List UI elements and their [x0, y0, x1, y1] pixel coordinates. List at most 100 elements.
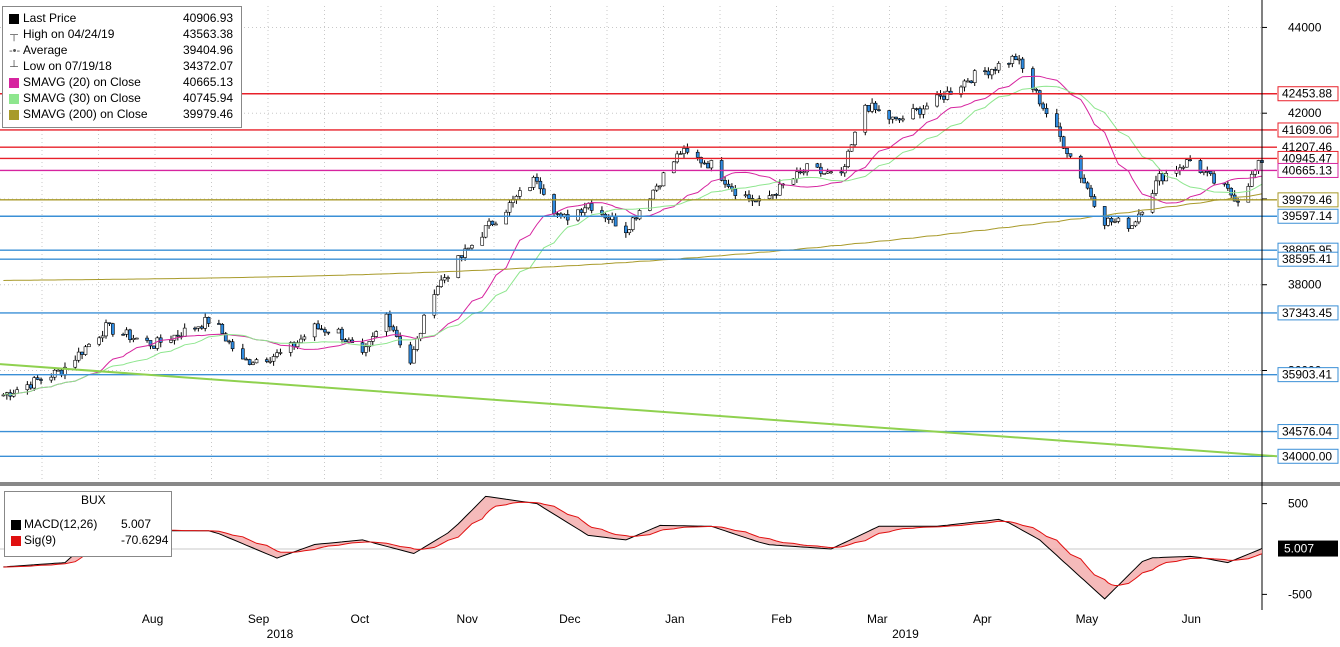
level-label-box — [1277, 122, 1339, 138]
candle-body — [343, 339, 348, 343]
candle-body — [531, 176, 536, 188]
candle-body — [938, 94, 943, 97]
y-tick-label: 38000 — [1288, 278, 1322, 292]
candle-body — [1133, 221, 1138, 227]
candle-body — [394, 329, 399, 337]
candle-body — [702, 162, 707, 165]
candle-body — [483, 225, 488, 238]
candle-body — [217, 323, 221, 325]
candle-body — [275, 352, 279, 357]
legend-row-low: ┴ Low on 07/19/18 34372.07 — [10, 59, 234, 73]
candle-body — [391, 326, 396, 331]
candle-body — [203, 317, 208, 329]
candle-body — [490, 220, 495, 226]
candle-body — [172, 334, 177, 341]
candle-body — [1198, 160, 1203, 173]
candle-body — [1202, 170, 1206, 173]
level-label-box — [1277, 424, 1339, 440]
candle-body — [723, 180, 727, 185]
candle-body — [801, 171, 806, 174]
x-month-label: Apr — [973, 612, 992, 626]
candle-body — [35, 377, 40, 380]
high-marker-icon: ┬ — [10, 29, 18, 41]
low-marker-icon: ┴ — [10, 61, 18, 73]
x-year-label: 2018 — [267, 627, 294, 641]
candle-body — [384, 313, 389, 332]
candle-body — [104, 322, 108, 337]
candle-body — [459, 255, 464, 258]
candle-body — [767, 195, 772, 200]
candle-body — [627, 229, 632, 234]
candle-body — [1212, 173, 1216, 184]
candle-body — [606, 217, 611, 220]
candle-body — [706, 163, 710, 169]
candle-body — [364, 346, 368, 353]
level-label-box — [1277, 162, 1339, 178]
level-label-box — [1277, 251, 1339, 267]
candle-body — [1249, 173, 1254, 187]
red-square-icon — [11, 535, 21, 546]
candle-body — [196, 326, 201, 329]
candle-body — [1229, 187, 1234, 196]
candle-body — [312, 323, 317, 338]
legend-row-smavg-200: SMAVG (200) on Close 39979.46 — [9, 107, 233, 122]
legend-row-high: ┬ High on 04/24/19 43563.38 — [10, 27, 234, 41]
candle-body — [849, 144, 854, 152]
sma-30-line — [3, 85, 1263, 396]
x-month-label: Feb — [771, 612, 792, 626]
candle-body — [651, 189, 656, 200]
candle-body — [466, 247, 471, 250]
level-label-box — [1277, 305, 1339, 321]
candle-body — [1020, 58, 1025, 69]
candle-body — [661, 172, 666, 187]
candle-body — [487, 220, 491, 227]
candle-body — [111, 323, 115, 335]
black-square-icon — [11, 519, 21, 530]
x-month-label: Nov — [457, 612, 478, 626]
legend-row-smavg-20: SMAVG (20) on Close 40665.13 — [9, 75, 233, 90]
candle-body — [241, 348, 245, 360]
y-tick-label: 44000 — [1288, 20, 1322, 34]
candle-body — [435, 286, 440, 295]
candle-body — [83, 346, 88, 355]
candle-body — [514, 196, 519, 200]
candle-body — [897, 118, 902, 121]
candle-body — [25, 384, 30, 391]
candle-body — [986, 70, 991, 76]
candle-body — [1037, 90, 1042, 105]
sma-200-line — [3, 193, 1263, 281]
candle-body — [480, 236, 485, 246]
candle-body — [1157, 173, 1162, 182]
candle-body — [52, 369, 57, 378]
level-label: 37343.45 — [1282, 306, 1332, 320]
candle-body — [774, 194, 779, 196]
candle-body — [182, 327, 187, 337]
candle-body — [1236, 200, 1240, 203]
candle-body — [552, 194, 556, 214]
candle-body — [76, 351, 81, 361]
candle-body — [918, 108, 922, 115]
candle-body — [1068, 153, 1073, 157]
level-label: 34000.00 — [1282, 449, 1332, 463]
x-year-label: 2019 — [892, 627, 919, 641]
candle-body — [743, 194, 748, 197]
level-label-box — [1277, 86, 1339, 102]
candle-body — [97, 337, 101, 345]
candle-body — [247, 359, 252, 365]
candle-body — [456, 255, 461, 278]
candle-body — [733, 188, 738, 196]
candle-body — [56, 369, 60, 372]
candle-body — [73, 359, 78, 368]
candle-body — [316, 323, 320, 330]
candle-body — [302, 336, 307, 340]
candle-body — [671, 161, 676, 174]
candle-body — [634, 217, 638, 220]
candle-body — [682, 148, 686, 154]
candle-body — [966, 80, 970, 83]
candle-body — [1116, 217, 1121, 222]
candle-body — [169, 339, 173, 343]
level-label: 40945.47 — [1282, 151, 1332, 165]
candle-body — [1089, 187, 1093, 197]
candle-body — [535, 176, 539, 182]
